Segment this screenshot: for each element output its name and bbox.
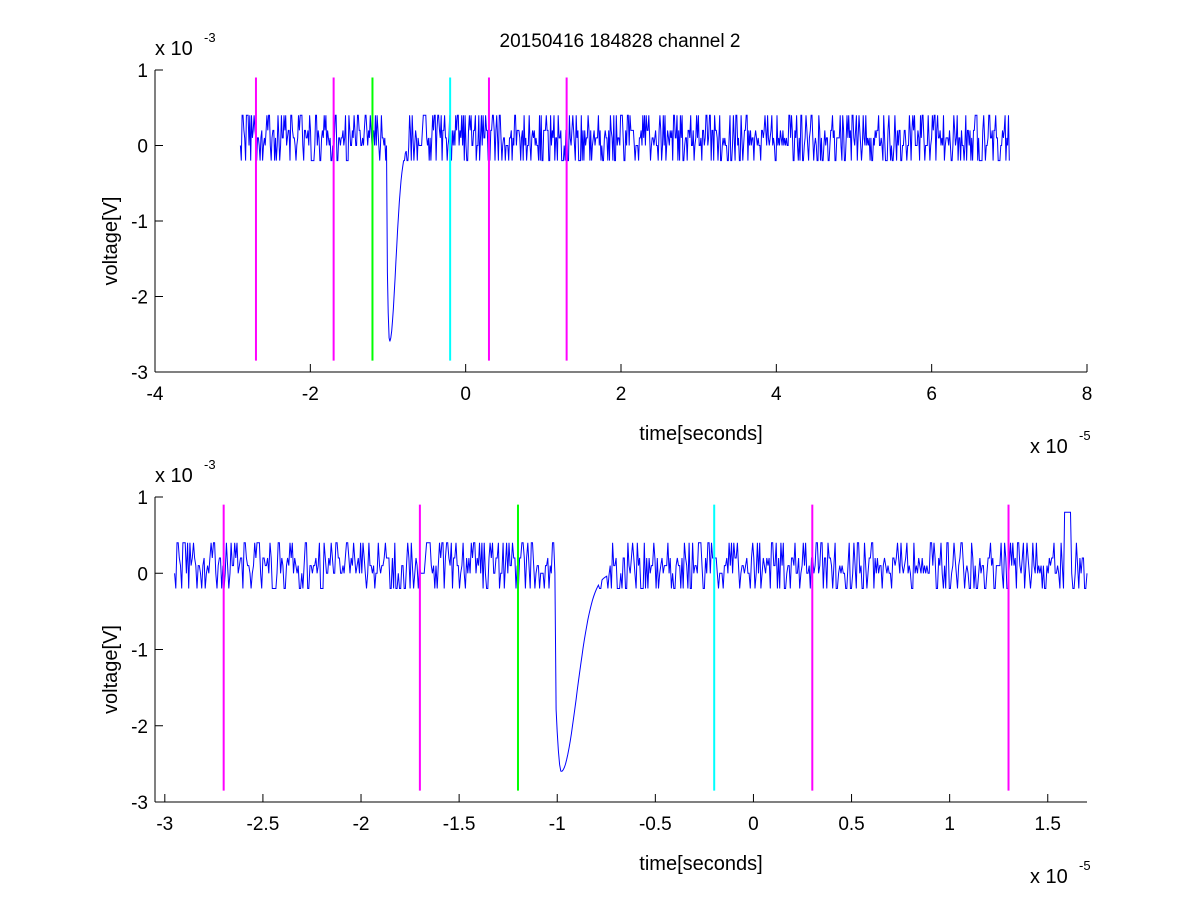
figure-title: 20150416 184828 channel 2 <box>500 31 741 52</box>
x-exponent-power: -5 <box>1079 858 1091 873</box>
y-tick-label-4: 1 <box>137 61 148 82</box>
x-tick-label-5: -0.5 <box>639 814 672 835</box>
x-axis-label: time[seconds] <box>639 423 762 445</box>
y-tick-label-1: -2 <box>131 288 148 309</box>
y-tick-label-4: 1 <box>137 488 148 509</box>
x-tick-label-1: -2 <box>302 384 319 405</box>
y-tick-label-2: -1 <box>131 641 148 662</box>
x-tick-label-3: 2 <box>616 384 627 405</box>
y-tick-label-0: -3 <box>131 363 148 384</box>
y-axis-label: voltage[V] <box>100 625 122 714</box>
y-exponent-label: x 10 <box>155 465 193 487</box>
y-tick-label-0: -3 <box>131 793 148 814</box>
y-tick-label-3: 0 <box>137 137 148 158</box>
x-tick-label-3: -1.5 <box>443 814 476 835</box>
y-exponent-power: -3 <box>204 30 216 45</box>
x-tick-label-2: 0 <box>460 384 471 405</box>
series-line-0 <box>174 511 1088 772</box>
y-tick-label-1: -2 <box>131 717 148 738</box>
x-tick-label-0: -4 <box>147 384 164 405</box>
x-tick-label-0: -3 <box>156 814 173 835</box>
bottom-plot: -3 -2.5 -2 -1.5 -1 -0.5 0 0.5 1 1.5 -3 -2 -1 0 1 time[s… <box>100 457 1091 888</box>
x-exponent-label: x 10 <box>1030 866 1068 888</box>
x-exponent-power: -5 <box>1079 428 1091 443</box>
x-axis-label: time[seconds] <box>639 853 762 875</box>
x-tick-label-2: -2 <box>353 814 370 835</box>
y-exponent-power: -3 <box>204 457 216 472</box>
top-plot: -4 -2 0 2 4 6 8 -3 -2 -1 0 1 time[seconds] voltage[V]… <box>100 30 1092 458</box>
x-tick-label-1: -2.5 <box>247 814 280 835</box>
x-tick-label-8: 1 <box>944 814 955 835</box>
x-tick-label-6: 0 <box>748 814 759 835</box>
y-tick-label-2: -1 <box>131 212 148 233</box>
x-tick-label-7: 0.5 <box>838 814 864 835</box>
x-tick-label-6: 8 <box>1082 384 1093 405</box>
y-exponent-label: x 10 <box>155 38 193 60</box>
x-tick-label-5: 6 <box>926 384 937 405</box>
y-axis-label: voltage[V] <box>100 197 122 286</box>
x-tick-label-4: -1 <box>549 814 566 835</box>
x-exponent-label: x 10 <box>1030 436 1068 458</box>
y-tick-label-3: 0 <box>137 564 148 585</box>
series-line-0 <box>239 114 1010 342</box>
x-tick-label-9: 1.5 <box>1035 814 1061 835</box>
x-tick-label-4: 4 <box>771 384 782 405</box>
